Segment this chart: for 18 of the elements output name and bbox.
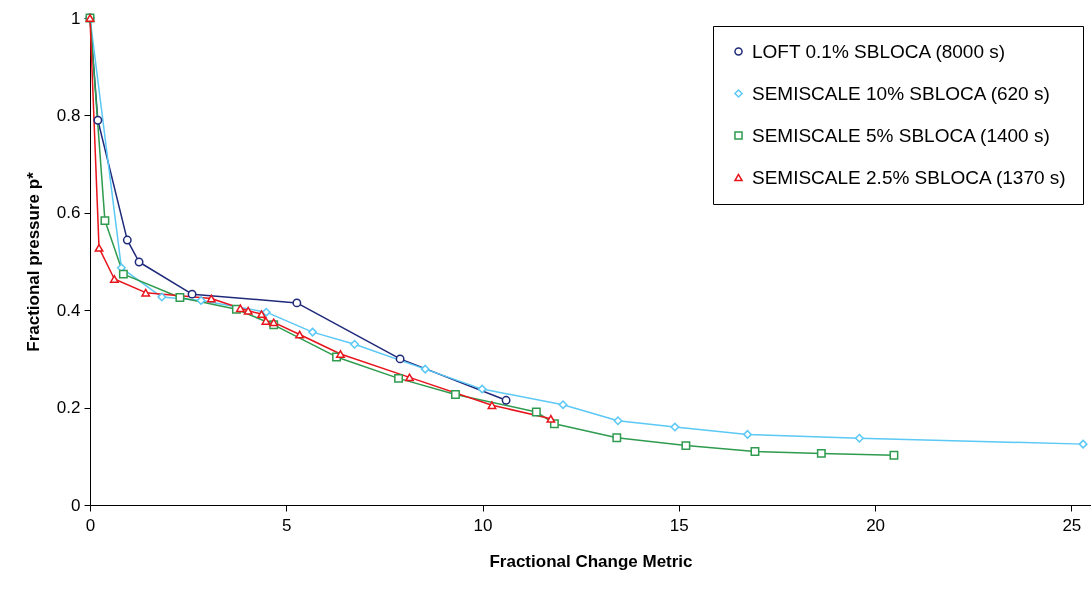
- x-tick-label: 20: [866, 515, 886, 535]
- y-tick-label: 0.6: [56, 203, 81, 223]
- legend-label: SEMISCALE 10% SBLOCA (620 s): [752, 82, 1050, 104]
- x-tick-label: 25: [1062, 515, 1082, 535]
- y-tick-label: 0.2: [56, 398, 81, 418]
- x-tick-label: 10: [473, 515, 493, 535]
- x-axis-title: Fractional Change Metric: [489, 551, 693, 571]
- y-axis-title: Fractional pressure p*: [23, 171, 43, 352]
- y-tick-label: 1: [71, 8, 81, 28]
- x-tick-label: 15: [669, 515, 689, 535]
- legend-label: LOFT 0.1% SBLOCA (8000 s): [752, 40, 1006, 62]
- x-tick-label: 0: [85, 515, 96, 535]
- legend-label: SEMISCALE 5% SBLOCA (1400 s): [752, 124, 1050, 146]
- y-tick-label: 0.4: [56, 300, 81, 320]
- x-tick-label: 5: [282, 515, 292, 535]
- y-tick-label: 0: [71, 495, 81, 515]
- legend-label: SEMISCALE 2.5% SBLOCA (1370 s): [752, 166, 1066, 188]
- y-tick-label: 0.8: [56, 105, 81, 125]
